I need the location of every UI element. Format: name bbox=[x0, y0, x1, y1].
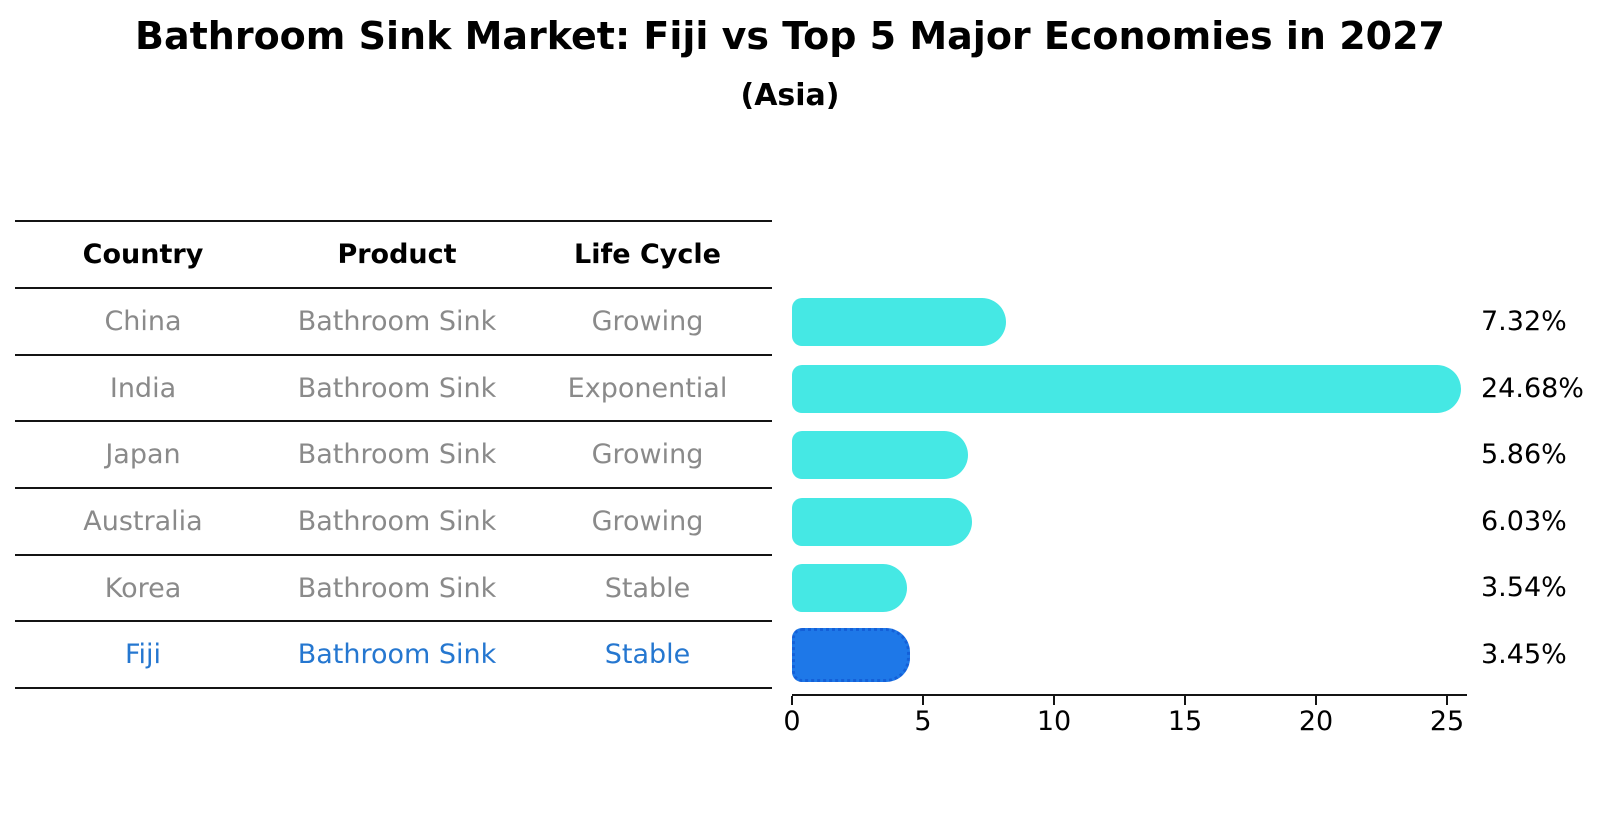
x-tick-label: 20 bbox=[1298, 706, 1334, 737]
bar bbox=[792, 564, 907, 612]
table-row-china: China Bathroom Sink Growing bbox=[15, 289, 772, 356]
bar-value-label: 24.68% bbox=[1481, 372, 1584, 404]
x-tick-mark bbox=[1446, 696, 1448, 705]
cell-life-cycle: Growing bbox=[591, 505, 704, 537]
cell-product: Bathroom Sink bbox=[297, 305, 497, 337]
x-tick-label: 0 bbox=[783, 706, 801, 737]
cell-country: India bbox=[109, 372, 177, 404]
table-header-row: Country Product Life Cycle bbox=[15, 222, 772, 289]
x-tick-mark bbox=[1053, 696, 1055, 705]
x-tick-mark bbox=[922, 696, 924, 705]
bar bbox=[792, 497, 972, 546]
cell-life-cycle: Growing bbox=[591, 439, 704, 471]
x-tick-label: 5 bbox=[914, 706, 932, 737]
table-row-korea: Korea Bathroom Sink Stable bbox=[15, 556, 772, 623]
cell-country: Korea bbox=[104, 572, 182, 604]
cell-country: Japan bbox=[105, 439, 181, 471]
cell-life-cycle: Growing bbox=[591, 305, 704, 337]
cell-country: Australia bbox=[83, 505, 203, 537]
column-header-product: Product bbox=[337, 239, 457, 270]
bar bbox=[792, 431, 968, 479]
x-tick-label: 25 bbox=[1429, 706, 1465, 737]
x-tick-mark bbox=[791, 696, 793, 705]
bar-value-label: 7.32% bbox=[1481, 306, 1567, 337]
x-tick-label: 15 bbox=[1167, 706, 1203, 737]
cell-life-cycle: Stable bbox=[604, 639, 691, 671]
bar-value-label: 3.54% bbox=[1481, 572, 1567, 603]
bar-value-label: 6.03% bbox=[1481, 505, 1567, 537]
table-row-fiji: Fiji Bathroom Sink Stable bbox=[15, 622, 772, 690]
x-tick-mark bbox=[1184, 696, 1186, 705]
x-axis-line bbox=[792, 694, 1467, 696]
chart-title: Bathroom Sink Market: Fiji vs Top 5 Majo… bbox=[135, 14, 1445, 58]
cell-product: Bathroom Sink bbox=[297, 372, 497, 404]
bar-value-label: 3.45% bbox=[1481, 638, 1567, 670]
column-header-life-cycle: Life Cycle bbox=[574, 239, 721, 270]
x-tick-mark bbox=[1315, 696, 1317, 705]
cell-product: Bathroom Sink bbox=[297, 505, 497, 537]
column-header-country: Country bbox=[82, 239, 204, 270]
bar bbox=[792, 298, 1006, 346]
bar-value-label: 5.86% bbox=[1481, 439, 1567, 470]
cell-life-cycle: Exponential bbox=[567, 372, 728, 404]
cell-product: Bathroom Sink bbox=[297, 439, 497, 471]
x-tick-label: 10 bbox=[1036, 706, 1072, 737]
cell-product: Bathroom Sink bbox=[297, 572, 497, 604]
cell-product: Bathroom Sink bbox=[297, 639, 497, 671]
bar bbox=[792, 364, 1461, 413]
bar bbox=[792, 627, 911, 682]
table-row-japan: Japan Bathroom Sink Growing bbox=[15, 422, 772, 490]
cell-life-cycle: Stable bbox=[604, 572, 691, 604]
table-row-india: India Bathroom Sink Exponential bbox=[15, 356, 772, 423]
chart-subtitle: (Asia) bbox=[740, 78, 840, 113]
cell-country: Fiji bbox=[124, 639, 162, 671]
cell-country: China bbox=[104, 305, 182, 337]
country-table: Country Product Life Cycle China Bathroo… bbox=[15, 220, 772, 690]
table-row-australia: Australia Bathroom Sink Growing bbox=[15, 489, 772, 556]
